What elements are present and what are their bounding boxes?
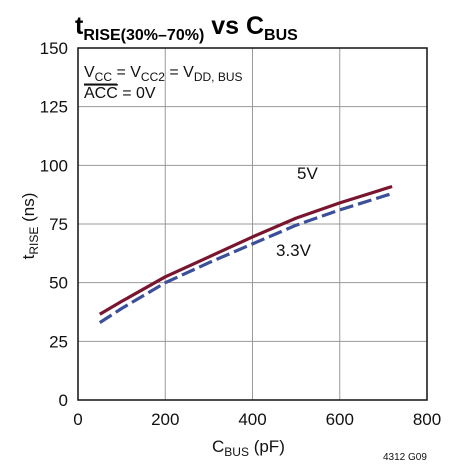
series-line-0	[98, 184, 393, 316]
x-axis-label-unit: (pF)	[249, 437, 285, 456]
y-axis-label-main: t	[19, 254, 38, 259]
x-axis-label: CBUS (pF)	[212, 437, 285, 459]
y-axis-label-sub: RISE	[27, 227, 41, 255]
cond-vdd: = V	[165, 64, 194, 81]
title-vs-subscript: BUS	[264, 27, 298, 44]
y-tick-label-1: 25	[49, 332, 68, 351]
series-label-3v3: 3.3V	[276, 241, 312, 260]
x-axis-label-sub: BUS	[224, 445, 249, 459]
cond-acc: ACC	[84, 85, 118, 102]
condition-line-2: ACC = 0V	[84, 85, 156, 102]
series-group	[98, 184, 393, 324]
condition-line-1: VCC = VCC2 = VDD, BUS	[84, 64, 243, 84]
conditions-annotation: VCC = VCC2 = VDD, BUS ACC = 0V	[84, 64, 243, 102]
y-tick-label-3: 75	[49, 215, 68, 234]
x-tick-labels: 0 200 400 600 800	[73, 410, 441, 429]
y-tick-label-2: 50	[49, 274, 68, 293]
cond-vcc-sub: CC	[95, 70, 113, 84]
title-main: t	[75, 12, 84, 40]
x-axis-label-main: C	[212, 437, 224, 456]
cond-acc-value: = 0V	[118, 85, 156, 102]
y-tick-label-6: 150	[40, 39, 68, 58]
x-tick-label-1: 200	[151, 410, 179, 429]
cond-vcc2: = V	[112, 64, 141, 81]
y-axis-label-unit: (ns)	[19, 193, 38, 227]
x-tick-label-3: 600	[326, 410, 354, 429]
title-vs: vs C	[204, 12, 264, 40]
y-tick-label-0: 0	[59, 391, 68, 410]
cond-vcc: V	[84, 64, 95, 81]
y-axis-label: tRISE (ns)	[19, 193, 41, 260]
y-tick-label-5: 125	[40, 98, 68, 117]
y-tick-labels: 0 25 50 75 100 125 150	[40, 39, 68, 410]
plot-frame	[77, 47, 428, 401]
series-label-5v: 5V	[297, 164, 318, 183]
y-tick-label-4: 100	[40, 156, 68, 175]
figure-code: 4312 G09	[383, 452, 427, 463]
series-line-1	[98, 191, 393, 324]
chart-title: tRISE(30%–70%) vs CBUS	[75, 12, 298, 44]
cond-vdd-sub: DD, BUS	[194, 70, 243, 84]
cond-vcc2-sub: CC2	[141, 70, 165, 84]
x-tick-label-2: 400	[238, 410, 266, 429]
title-subscript: RISE(30%–70%)	[83, 27, 204, 44]
x-tick-label-4: 800	[413, 410, 441, 429]
x-tick-label-0: 0	[73, 410, 82, 429]
